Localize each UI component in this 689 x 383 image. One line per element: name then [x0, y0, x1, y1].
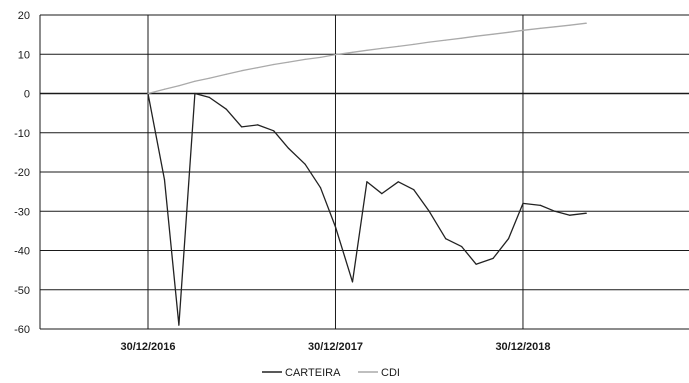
data-point-carteira [163, 179, 166, 181]
data-point-carteira [445, 238, 447, 240]
data-point-carteira [585, 212, 587, 214]
y-tick-label: -40 [14, 246, 30, 258]
data-point-carteira [492, 257, 494, 259]
data-point-cdi [428, 41, 430, 43]
x-tick-label: 30/12/2017 [308, 341, 363, 353]
data-point-cdi [397, 45, 399, 48]
data-point-cdi [241, 70, 243, 72]
data-point-cdi [475, 35, 477, 37]
data-point-cdi [585, 22, 587, 24]
data-point-cdi [194, 80, 196, 82]
y-tick-label: 0 [24, 89, 30, 101]
data-point-cdi [319, 56, 322, 59]
data-point-cdi [273, 63, 275, 66]
data-point-cdi [413, 43, 415, 46]
x-tick-label: 30/12/2018 [495, 341, 550, 353]
data-point-cdi [178, 85, 180, 87]
y-tick-label: -20 [14, 167, 30, 179]
data-point-carteira [273, 130, 275, 132]
y-tick-label: 10 [18, 49, 30, 61]
data-point-cdi [445, 39, 447, 41]
y-tick-label: -50 [14, 285, 30, 297]
data-point-cdi [569, 24, 571, 26]
data-point-carteira [194, 92, 196, 95]
grid-layer [39, 14, 689, 330]
data-point-cdi [539, 27, 542, 29]
data-point-carteira [475, 263, 477, 265]
data-point-carteira [208, 96, 210, 98]
data-point-cdi [492, 33, 494, 35]
series-line-cdi [147, 22, 587, 95]
data-point-carteira [539, 204, 542, 206]
axis-layer: 20 10 0 -10 -20 -30 -40 -50 -60 30/12/2016 30/12/2… [14, 10, 550, 353]
data-point-carteira [351, 281, 354, 283]
data-point-carteira [397, 181, 399, 183]
x-tick-label: 30/12/2016 [120, 341, 175, 353]
data-point-carteira [319, 187, 322, 189]
data-point-cdi [366, 49, 368, 51]
legend: CARTEIRA CDI [262, 367, 400, 379]
data-point-cdi [554, 26, 556, 28]
data-point-cdi [522, 29, 524, 31]
data-point-carteira [288, 147, 290, 149]
data-point-carteira [178, 324, 180, 326]
y-tick-label: -30 [14, 206, 30, 218]
data-point-cdi [208, 77, 210, 79]
data-point-cdi [351, 51, 354, 53]
series-layer [147, 22, 587, 326]
data-point-cdi [288, 61, 290, 63]
legend-label-carteira: CARTEIRA [285, 367, 341, 379]
data-point-cdi [147, 92, 149, 95]
data-point-carteira [257, 124, 259, 126]
data-point-carteira [461, 246, 463, 248]
y-tick-label: -10 [14, 128, 30, 140]
data-point-carteira [225, 108, 227, 110]
y-tick-label: -60 [14, 324, 30, 336]
data-point-cdi [381, 47, 383, 50]
data-point-cdi [163, 88, 166, 90]
data-point-cdi [257, 67, 259, 69]
data-point-carteira [554, 210, 556, 212]
data-point-carteira [304, 163, 306, 165]
data-point-carteira [241, 126, 243, 128]
series-line-carteira [147, 92, 587, 326]
data-point-carteira [334, 226, 337, 228]
data-point-cdi [507, 31, 510, 33]
data-point-carteira [569, 214, 571, 216]
legend-label-cdi: CDI [381, 367, 400, 379]
data-point-cdi [304, 58, 306, 61]
data-point-cdi [461, 37, 463, 39]
data-point-carteira [522, 202, 524, 204]
data-point-carteira [381, 193, 383, 195]
data-point-cdi [334, 54, 337, 56]
data-point-cdi [225, 73, 227, 75]
data-point-carteira [507, 238, 510, 240]
data-point-carteira [366, 181, 368, 183]
data-point-carteira [413, 189, 415, 191]
y-tick-label: 20 [18, 10, 30, 22]
data-point-carteira [428, 210, 430, 212]
